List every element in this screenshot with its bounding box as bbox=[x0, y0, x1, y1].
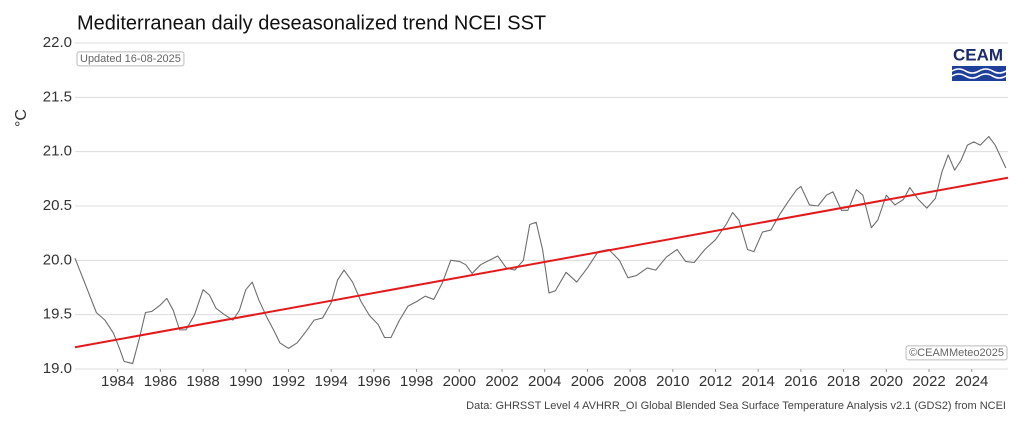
y-tick-label: 21.0 bbox=[43, 143, 72, 160]
credit-note: ©CEAMMeteo2025 bbox=[909, 347, 1004, 359]
x-tick-label: 2022 bbox=[912, 373, 945, 390]
y-axis-label: °C bbox=[13, 109, 30, 127]
x-tick-label: 2010 bbox=[656, 373, 689, 390]
x-tick-label: 1996 bbox=[357, 373, 390, 390]
source-note: Data: GHRSST Level 4 AVHRR_OI Global Ble… bbox=[466, 400, 1006, 412]
x-tick-label: 1992 bbox=[272, 373, 305, 390]
y-tick-label: 19.0 bbox=[43, 360, 72, 377]
logo-wave-lines bbox=[951, 68, 1007, 79]
trend-line bbox=[74, 176, 1009, 349]
x-tick-label: 2014 bbox=[742, 373, 775, 390]
x-tick-label: 1988 bbox=[186, 373, 219, 390]
y-tick-label: 20.5 bbox=[43, 197, 72, 214]
updated-note-box bbox=[76, 51, 185, 67]
x-tick-label: 2012 bbox=[699, 373, 732, 390]
y-tick-label: 22.0 bbox=[43, 34, 72, 51]
x-tick-label: 1994 bbox=[315, 373, 348, 390]
x-tick-label: 2024 bbox=[955, 373, 988, 390]
x-tick-label: 1986 bbox=[144, 373, 177, 390]
chart-title: Mediterranean daily deseasonalized trend… bbox=[77, 12, 546, 34]
y-tick-label: 19.5 bbox=[43, 306, 72, 323]
x-tick-label: 2018 bbox=[827, 373, 860, 390]
x-tick-label: 1990 bbox=[229, 373, 262, 390]
y-tick-label: 20.0 bbox=[43, 251, 72, 268]
logo-waves bbox=[952, 66, 1006, 81]
x-tick-label: 1984 bbox=[101, 373, 134, 390]
updated-note: Updated 16-08-2025 bbox=[80, 53, 181, 65]
x-tick-label: 2016 bbox=[784, 373, 817, 390]
x-tick-label: 2000 bbox=[443, 373, 476, 390]
x-tick-label: 2020 bbox=[870, 373, 903, 390]
logo-text: CEAM bbox=[953, 45, 1003, 64]
x-tick-label: 1998 bbox=[400, 373, 433, 390]
credit-note-box bbox=[905, 345, 1008, 361]
grid bbox=[75, 42, 1008, 370]
y-tick-label: 21.5 bbox=[43, 88, 72, 105]
logo: CEAM bbox=[951, 45, 1007, 81]
x-tick-label: 2004 bbox=[528, 373, 561, 390]
x-tick-label: 2002 bbox=[485, 373, 518, 390]
x-tick-label: 2006 bbox=[571, 373, 604, 390]
sst-line bbox=[74, 135, 1007, 365]
x-tick-label: 2008 bbox=[613, 373, 646, 390]
